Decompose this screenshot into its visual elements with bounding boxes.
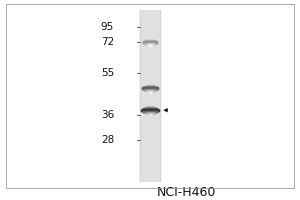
- Text: NCI-H460: NCI-H460: [156, 186, 216, 199]
- Text: 36: 36: [101, 110, 114, 120]
- Text: 72: 72: [101, 37, 114, 47]
- Bar: [140, 10, 160, 182]
- Text: 95: 95: [101, 22, 114, 32]
- Text: 55: 55: [101, 68, 114, 78]
- Text: 28: 28: [101, 135, 114, 145]
